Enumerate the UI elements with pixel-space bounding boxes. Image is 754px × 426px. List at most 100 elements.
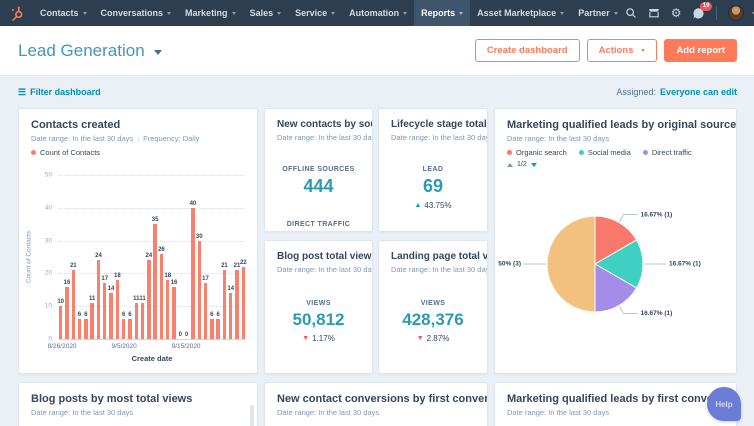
search-icon[interactable] xyxy=(625,7,637,19)
legend-page-down-icon[interactable] xyxy=(530,162,537,167)
pie-slice[interactable] xyxy=(546,215,596,313)
metric-views: VIEWS 428,376 2.87% xyxy=(391,300,475,343)
actions-button[interactable]: Actions xyxy=(586,39,658,62)
nav-item-sales[interactable]: Sales xyxy=(243,0,289,26)
nav-item-reports[interactable]: Reports xyxy=(414,0,471,26)
bar[interactable]: 14 xyxy=(108,286,114,339)
y-tick-label: 20 xyxy=(44,269,52,277)
chevron-down-icon xyxy=(641,49,646,52)
pie-legend: Organic search Social media Direct traffic xyxy=(507,148,724,157)
bar[interactable]: 18 xyxy=(164,273,171,339)
bar[interactable]: 6 xyxy=(216,312,220,339)
gridline xyxy=(59,306,245,308)
bar-value-label: 30 xyxy=(195,233,203,240)
bar[interactable]: 24 xyxy=(95,253,102,339)
avatar xyxy=(728,5,745,21)
legend-dot-icon xyxy=(642,150,648,155)
nav-item-label: Reports xyxy=(421,8,456,18)
card-title: Contacts created xyxy=(31,119,121,131)
nav-item-marketing[interactable]: Marketing xyxy=(178,0,243,26)
metric-label: LEAD xyxy=(422,166,444,173)
bar[interactable]: 17 xyxy=(101,276,108,339)
bar[interactable]: 21 xyxy=(234,263,240,339)
hubspot-logo[interactable] xyxy=(0,6,33,21)
actions-button-label: Actions xyxy=(598,45,634,56)
bar[interactable]: 17 xyxy=(202,276,209,339)
bar[interactable]: 11 xyxy=(133,296,139,339)
bar[interactable]: 16 xyxy=(171,280,177,339)
create-dashboard-button[interactable]: Create dashboard xyxy=(474,39,580,62)
bar[interactable]: 14 xyxy=(227,286,234,339)
delta-value: 43.75% xyxy=(424,201,452,210)
add-report-button[interactable]: Add report xyxy=(664,39,737,62)
bar[interactable]: 22 xyxy=(240,260,247,339)
legend-item-social-media[interactable]: Social media xyxy=(578,148,631,157)
chevron-down-icon xyxy=(459,11,464,15)
pie-slice[interactable] xyxy=(594,263,638,313)
scrollbar[interactable] xyxy=(250,405,254,426)
help-button[interactable]: Help xyxy=(707,387,741,421)
trend-up-icon xyxy=(414,202,421,209)
nav-item-asset-marketplace[interactable]: Asset Marketplace xyxy=(470,0,571,26)
user-menu[interactable] xyxy=(728,5,754,21)
bar[interactable]: 6 xyxy=(84,312,88,339)
nav-item-conversations[interactable]: Conversations xyxy=(94,0,179,26)
bar[interactable]: 6 xyxy=(210,312,214,339)
bar[interactable]: 35 xyxy=(152,217,158,339)
legend-dot-icon xyxy=(31,150,36,155)
bar-value-label: 35 xyxy=(151,217,159,224)
nav-item-label: Contacts xyxy=(40,8,79,18)
nav-item-automation[interactable]: Automation xyxy=(342,0,414,26)
gridline xyxy=(59,339,245,340)
legend-item-direct-traffic[interactable]: Direct traffic xyxy=(642,148,692,157)
bar[interactable]: 21 xyxy=(70,263,77,339)
bar-value-label: 18 xyxy=(164,272,172,279)
nav-item-partner[interactable]: Partner xyxy=(571,0,625,26)
bar[interactable]: 11 xyxy=(139,296,146,339)
pie-slice[interactable] xyxy=(594,215,638,265)
nav-item-contacts[interactable]: Contacts xyxy=(33,0,94,26)
legend-item-count-of-contacts[interactable]: Count of Contacts xyxy=(31,148,100,157)
delta-value: 2.87% xyxy=(426,334,450,343)
legend-item-organic-search[interactable]: Organic search xyxy=(507,148,567,157)
bar[interactable]: 24 xyxy=(146,253,152,339)
card-subtitle: Date range: In the last 30 days xyxy=(277,133,373,142)
settings-gear-icon[interactable]: ⚙ xyxy=(670,6,682,20)
trend-down-icon xyxy=(417,335,424,342)
pie-slice[interactable] xyxy=(593,239,644,289)
bar-value-label: 6 xyxy=(121,312,126,319)
card-title: Landing page total vie... xyxy=(391,251,488,262)
metric-lead: LEAD 69 43.75% xyxy=(391,166,475,210)
legend-pagination: 1/2 xyxy=(507,161,724,168)
pie-slice-label: 16.67% (1) xyxy=(641,310,673,317)
contacts-created-bar-chart: Count of Contacts 0 10 20 30 40 50 10 16 21 6 6 11 2… xyxy=(26,167,249,367)
filter-dashboard-link[interactable]: ☰ Filter dashboard xyxy=(18,87,101,97)
bar[interactable]: 30 xyxy=(196,234,203,339)
card-subtitle: Date range: In the last 30 days xyxy=(31,408,134,417)
y-tick-label: 10 xyxy=(44,302,52,310)
bar[interactable]: 6 xyxy=(77,312,82,339)
bar-value-label: 24 xyxy=(145,253,153,260)
bar[interactable]: 6 xyxy=(121,312,126,339)
bar[interactable]: 16 xyxy=(64,280,70,339)
bar[interactable]: 11 xyxy=(89,296,95,339)
bar[interactable]: 26 xyxy=(158,247,165,339)
bar[interactable]: 18 xyxy=(114,273,121,339)
bar[interactable]: 40 xyxy=(190,201,196,339)
dashboard-title-dropdown[interactable]: Lead Generation xyxy=(18,41,162,61)
delta-value: 1.17% xyxy=(312,334,335,343)
assigned-value-link[interactable]: Everyone can edit xyxy=(659,87,737,97)
legend-label: Social media xyxy=(587,148,631,157)
bar[interactable]: 21 xyxy=(221,263,228,339)
bar[interactable]: 10 xyxy=(57,299,64,339)
marketplace-icon[interactable] xyxy=(648,7,660,19)
filter-lines-icon: ☰ xyxy=(18,86,27,97)
bar[interactable]: 6 xyxy=(128,312,132,339)
bar-value-label: 40 xyxy=(189,200,197,207)
metric-delta: 1.17% xyxy=(302,334,335,343)
bar-value-label: 24 xyxy=(95,253,102,260)
legend-page-up-icon[interactable] xyxy=(507,162,513,167)
nav-item-label: Automation xyxy=(349,8,400,18)
nav-item-service[interactable]: Service xyxy=(288,0,342,26)
notifications-icon[interactable]: 19 xyxy=(692,1,713,20)
